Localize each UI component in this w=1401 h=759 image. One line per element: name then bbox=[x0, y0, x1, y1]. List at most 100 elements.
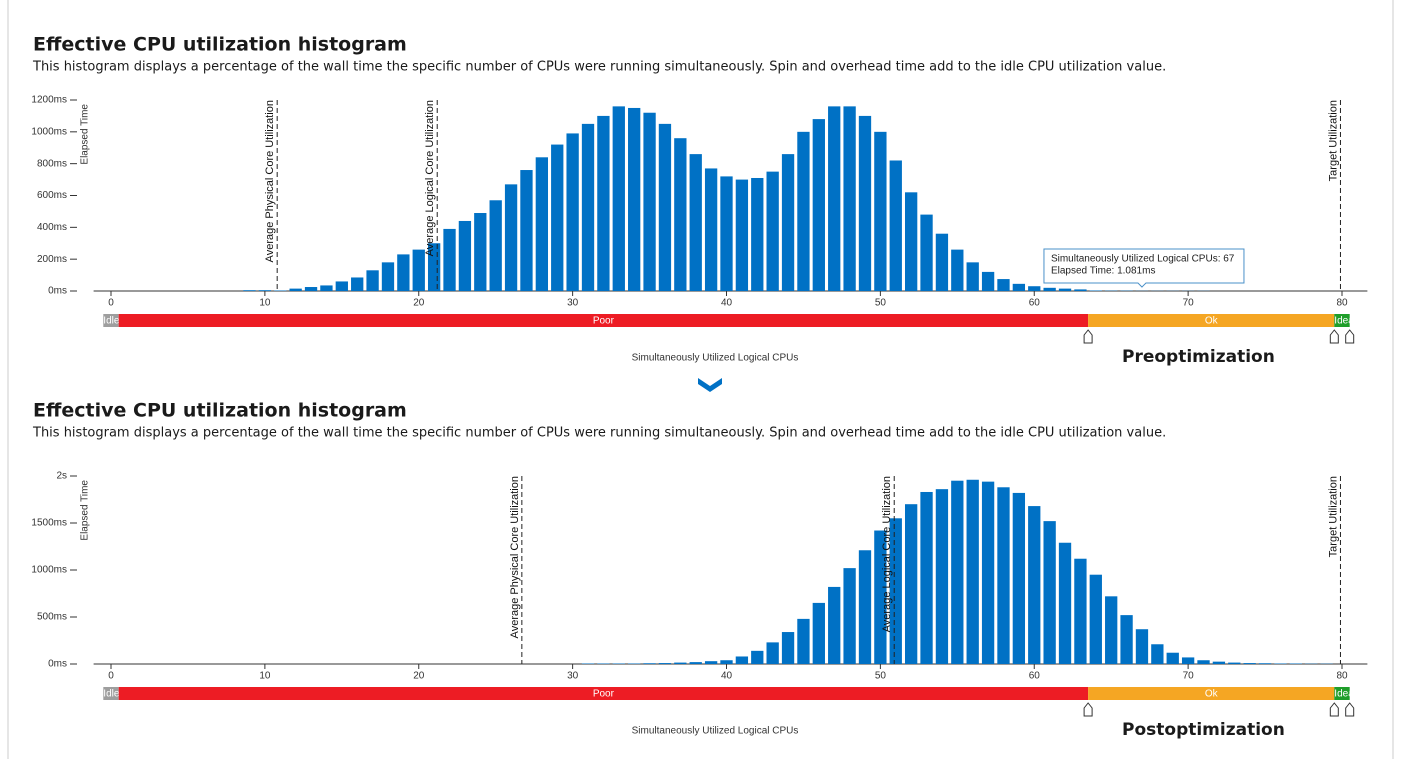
bar bbox=[551, 144, 564, 291]
x-tick-label: 60 bbox=[1029, 298, 1041, 309]
x-tick-label: 60 bbox=[1029, 671, 1041, 682]
bar bbox=[1012, 283, 1026, 291]
bar bbox=[843, 106, 856, 291]
y-axis-label: Elapsed Time bbox=[80, 104, 91, 165]
bar bbox=[243, 290, 256, 291]
bar bbox=[351, 277, 364, 291]
bar bbox=[335, 281, 348, 291]
bar bbox=[628, 107, 641, 291]
x-tick-label: 80 bbox=[1336, 671, 1348, 682]
bar bbox=[1012, 492, 1026, 664]
y-tick-label: 800ms bbox=[37, 158, 67, 169]
reference-label: Average Physical Core Utilization bbox=[264, 100, 276, 262]
band-marker bbox=[1083, 702, 1093, 717]
bar bbox=[704, 661, 718, 664]
reference-label: Average Logical Core Utilization bbox=[424, 100, 436, 256]
bar bbox=[858, 550, 872, 664]
bar bbox=[689, 662, 702, 664]
bar bbox=[966, 262, 979, 291]
reference-label: Target Utilization bbox=[1327, 100, 1339, 181]
band-label: Poor bbox=[593, 689, 615, 700]
bar bbox=[874, 530, 887, 664]
caption: Preoptimization bbox=[1122, 347, 1275, 367]
reference-label: Average Logical Core Utilization bbox=[881, 476, 893, 632]
caption: Postoptimization bbox=[1122, 720, 1285, 740]
bar bbox=[443, 228, 456, 291]
bar bbox=[889, 160, 902, 291]
x-tick-label: 50 bbox=[875, 298, 887, 309]
x-axis-label: Simultaneously Utilized Logical CPUs bbox=[632, 353, 799, 364]
y-tick-label: 600ms bbox=[37, 190, 67, 201]
bar bbox=[674, 138, 687, 291]
x-tick-label: 10 bbox=[259, 671, 271, 682]
bar bbox=[751, 177, 764, 291]
band-label: Ok bbox=[1205, 689, 1219, 700]
bar bbox=[643, 663, 656, 664]
bar bbox=[797, 618, 810, 664]
bar bbox=[858, 115, 872, 292]
bar bbox=[520, 170, 533, 291]
bar bbox=[843, 568, 856, 664]
y-tick-label: 0ms bbox=[48, 659, 67, 670]
bar bbox=[735, 656, 749, 664]
bar bbox=[581, 123, 595, 291]
bar bbox=[951, 249, 964, 291]
y-tick-label: 1500ms bbox=[31, 518, 67, 529]
bar bbox=[412, 249, 425, 291]
y-tick-label: 1000ms bbox=[31, 126, 67, 137]
x-tick-label: 80 bbox=[1336, 298, 1348, 309]
x-tick-label: 10 bbox=[259, 298, 271, 309]
bar bbox=[1074, 558, 1087, 664]
band bbox=[1088, 314, 1335, 327]
band bbox=[103, 314, 119, 327]
bar bbox=[304, 287, 318, 291]
bar bbox=[828, 586, 841, 664]
tooltip-box bbox=[1043, 248, 1245, 288]
band-label: Idle bbox=[103, 689, 120, 700]
bar bbox=[812, 602, 825, 664]
bar bbox=[920, 491, 933, 664]
band-marker bbox=[1345, 702, 1355, 717]
bar bbox=[1043, 287, 1056, 291]
bar bbox=[997, 487, 1010, 664]
bar bbox=[904, 504, 918, 664]
band-label: Poor bbox=[593, 316, 615, 327]
bar bbox=[1212, 661, 1226, 664]
y-tick-label: 500ms bbox=[37, 612, 67, 623]
bar bbox=[1258, 663, 1272, 664]
bar bbox=[320, 285, 333, 291]
band bbox=[1334, 314, 1350, 327]
band-marker bbox=[1329, 329, 1339, 344]
y-axis-label: Elapsed Time bbox=[80, 480, 91, 541]
chevron bbox=[698, 378, 722, 392]
x-tick-label: 40 bbox=[721, 671, 733, 682]
bar bbox=[781, 154, 795, 291]
bar bbox=[720, 176, 733, 291]
bar bbox=[1228, 662, 1241, 664]
bar bbox=[781, 632, 795, 664]
tooltip-text: Elapsed Time: 1.081ms bbox=[1051, 266, 1156, 277]
x-tick-label: 40 bbox=[721, 298, 733, 309]
reference-label: Target Utilization bbox=[1327, 476, 1339, 557]
x-tick-label: 50 bbox=[875, 671, 887, 682]
x-tick-label: 20 bbox=[413, 671, 425, 682]
bar bbox=[1166, 652, 1179, 664]
bar bbox=[474, 213, 487, 291]
bar bbox=[658, 663, 672, 664]
bar bbox=[1243, 663, 1256, 664]
x-tick-label: 0 bbox=[108, 298, 114, 309]
bar bbox=[1105, 596, 1118, 664]
bar bbox=[289, 288, 302, 291]
bar bbox=[1151, 644, 1164, 664]
bar bbox=[797, 131, 810, 291]
bar bbox=[981, 271, 995, 291]
bar bbox=[1058, 288, 1072, 291]
bar bbox=[1181, 657, 1195, 664]
bar bbox=[381, 262, 395, 291]
bar bbox=[489, 200, 502, 291]
bar bbox=[874, 131, 887, 291]
bar bbox=[504, 184, 518, 291]
bar bbox=[935, 489, 949, 664]
x-tick-label: 30 bbox=[567, 298, 579, 309]
bar bbox=[812, 119, 825, 291]
